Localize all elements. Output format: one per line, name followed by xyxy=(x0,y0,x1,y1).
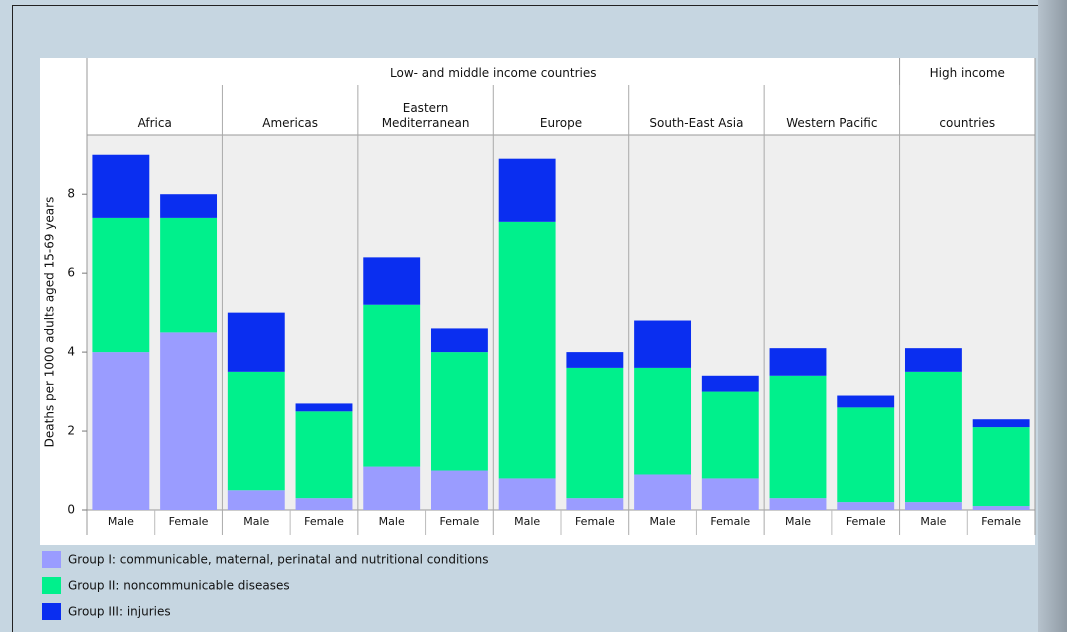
legend-swatch xyxy=(42,551,61,568)
bar-segment xyxy=(295,498,353,510)
bar-segment xyxy=(227,312,285,372)
y-axis-label: Deaths per 1000 adults aged 15-69 years xyxy=(43,197,57,448)
x-tick-label: Male xyxy=(514,515,540,528)
region-label: Americas xyxy=(262,116,319,130)
bar-segment xyxy=(566,352,624,368)
bar-segment xyxy=(837,407,895,503)
side-strip xyxy=(1038,0,1067,632)
bar-segment xyxy=(363,466,421,510)
bar-segment xyxy=(160,332,218,510)
x-tick-label: Female xyxy=(169,515,209,528)
legend-swatch xyxy=(42,577,61,594)
y-tick-label: 0 xyxy=(67,503,75,517)
y-tick-label: 2 xyxy=(67,424,75,438)
x-tick-label: Male xyxy=(920,515,946,528)
x-tick-label: Male xyxy=(108,515,134,528)
super-group-label: Low- and middle income countries xyxy=(390,66,597,80)
x-tick-label: Male xyxy=(379,515,405,528)
bar-segment xyxy=(160,194,218,218)
region-label: Eastern Mediterranean xyxy=(381,101,470,130)
bar-segment xyxy=(566,498,624,510)
bar-segment xyxy=(430,328,488,353)
bar-segment xyxy=(92,217,150,353)
y-tick-label: 8 xyxy=(67,187,75,201)
region-label: countries xyxy=(939,116,996,130)
bar-segment xyxy=(972,419,1030,428)
y-tick-label: 4 xyxy=(67,345,75,359)
region-label: Europe xyxy=(539,116,583,130)
bar-segment xyxy=(769,498,827,510)
bar-segment xyxy=(769,375,827,499)
bar-segment xyxy=(769,348,827,376)
bar-segment xyxy=(498,221,556,479)
x-tick-label: Male xyxy=(650,515,676,528)
x-tick-label: Female xyxy=(981,515,1021,528)
bar-segment xyxy=(972,427,1030,507)
bar-segment xyxy=(837,395,895,408)
region-label: South-East Asia xyxy=(649,116,744,130)
bar-segment xyxy=(498,478,556,510)
region-label: Africa xyxy=(137,116,172,130)
bar-segment xyxy=(227,490,285,510)
bar-segment xyxy=(701,375,759,392)
bar-segment xyxy=(160,217,218,333)
bar-segment xyxy=(295,403,353,412)
bar-segment xyxy=(634,474,692,510)
x-tick-label: Female xyxy=(440,515,480,528)
legend-label: Group I: communicable, maternal, perinat… xyxy=(68,553,489,567)
bar-segment xyxy=(701,478,759,510)
y-tick-label: 6 xyxy=(67,266,75,280)
bar-segment xyxy=(837,502,895,510)
bar-segment xyxy=(92,352,150,510)
x-tick-label: Female xyxy=(304,515,344,528)
bar-segment xyxy=(634,320,692,368)
x-tick-label: Female xyxy=(710,515,750,528)
bar-segment xyxy=(92,154,150,218)
bar-segment xyxy=(904,371,962,503)
bar-segment xyxy=(972,506,1030,510)
bar-segment xyxy=(634,367,692,475)
bar-segment xyxy=(904,348,962,372)
region-label: Western Pacific xyxy=(786,116,878,130)
x-tick-label: Male xyxy=(243,515,269,528)
bar-segment xyxy=(363,304,421,467)
bar-segment xyxy=(498,158,556,222)
bar-segment xyxy=(363,257,421,305)
bar-segment xyxy=(566,367,624,499)
bar-segment xyxy=(227,371,285,491)
x-tick-label: Female xyxy=(846,515,886,528)
bar-segment xyxy=(701,391,759,479)
bar-segment xyxy=(430,470,488,510)
bar-segment xyxy=(295,411,353,499)
x-tick-label: Male xyxy=(785,515,811,528)
legend-label: Group II: noncommunicable diseases xyxy=(68,579,290,593)
bar-segment xyxy=(904,502,962,510)
legend-label: Group III: injuries xyxy=(68,605,171,619)
x-tick-label: Female xyxy=(575,515,615,528)
legend-swatch xyxy=(42,603,61,620)
bar-segment xyxy=(430,352,488,471)
super-group-label: High income xyxy=(929,66,1005,80)
